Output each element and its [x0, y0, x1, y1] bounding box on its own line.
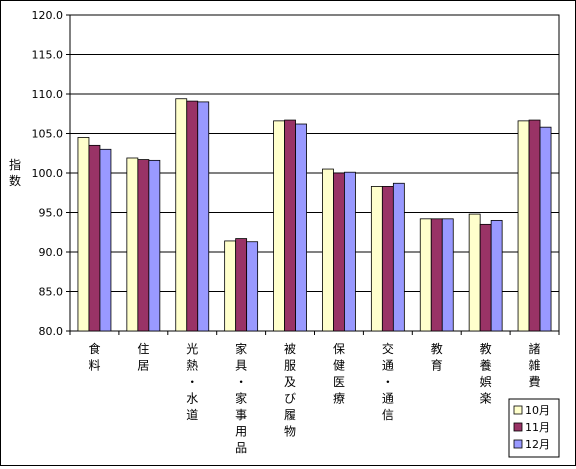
bar-3: [539, 126, 552, 332]
bar-2: [137, 159, 150, 332]
bars: [77, 98, 552, 332]
bar-2: [479, 223, 492, 332]
bar-2: [235, 238, 248, 332]
bar-2: [333, 172, 345, 332]
bar-3: [246, 241, 259, 332]
y-axis-label: 指数: [9, 157, 21, 188]
x-tick-label: 教養娯楽: [480, 341, 492, 406]
bar-2: [381, 186, 394, 332]
bar-2: [284, 119, 296, 332]
x-tick-label: 住居: [137, 342, 149, 373]
y-tick-label: 110.0: [32, 88, 64, 101]
y-tick-label: 100.0: [32, 167, 64, 180]
x-tick-label: 被服及び履物: [284, 342, 296, 439]
bar-1: [175, 98, 188, 332]
bar-3: [295, 123, 307, 332]
bar-1: [517, 120, 530, 332]
bar-2: [88, 144, 101, 332]
x-tick-label: 交通・通信: [382, 341, 394, 422]
bar-1: [370, 186, 383, 332]
bar-2: [528, 119, 541, 332]
bar-1: [77, 137, 90, 332]
legend-label: 10月: [525, 404, 550, 417]
x-tick-label: 諸雑費: [529, 341, 541, 389]
bar-1: [468, 213, 481, 332]
legend-label: 11月: [525, 421, 550, 434]
x-tick-label: 食料: [88, 341, 100, 373]
y-axis: 80.0 85.0 90.0 95.0 100.0 105.0 110.0 115.0 120.…: [32, 9, 70, 338]
bar-3: [344, 171, 356, 332]
bar-3: [392, 182, 405, 332]
x-tick-label: 光熱・水道: [186, 342, 198, 422]
legend-label: 12月: [525, 438, 550, 451]
bar-3: [99, 148, 112, 332]
bar-1: [419, 218, 432, 332]
bar-1: [224, 240, 237, 332]
y-tick-label: 115.0: [32, 49, 64, 62]
y-axis-title: 指数: [9, 157, 21, 188]
y-tick-label: 105.0: [32, 128, 64, 141]
bar-2: [186, 100, 199, 332]
legend-swatch: [513, 422, 523, 432]
bar-1: [273, 120, 285, 332]
x-tick-label: 保健医療: [333, 342, 345, 406]
y-tick-label: 120.0: [32, 9, 64, 22]
y-tick-label: 80.0: [39, 325, 64, 338]
y-tick-label: 85.0: [39, 286, 64, 299]
bar-2: [430, 218, 443, 332]
y-tick-label: 90.0: [39, 246, 64, 259]
bar-3: [490, 219, 503, 332]
x-axis: 食料 住居 光熱・水道 家具・家事用品 被服及び履物 保健医療 交通・通信 教育 教養娯楽 諸雑費: [69, 331, 560, 455]
bar-1: [126, 157, 139, 332]
bar-1: [322, 168, 334, 332]
bar-3: [441, 218, 454, 332]
legend-swatch: [513, 405, 523, 415]
x-tick-label: 教育: [431, 341, 443, 373]
x-tick-label: 家具・家事用品: [235, 341, 247, 455]
bar-3: [197, 101, 210, 332]
legend: 10月 11月 12月: [508, 398, 560, 458]
legend-swatch: [513, 439, 523, 449]
bar-3: [148, 159, 161, 332]
y-tick-label: 95.0: [39, 207, 64, 220]
